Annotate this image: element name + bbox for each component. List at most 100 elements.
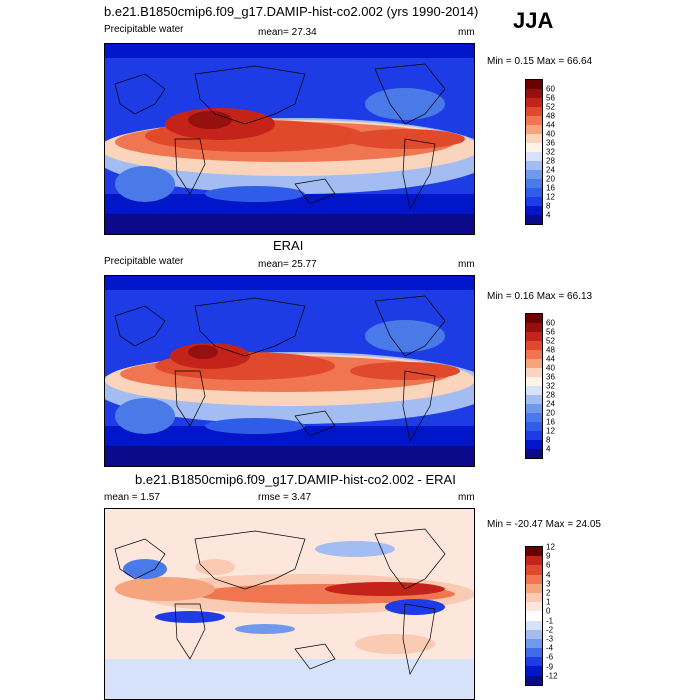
panel1-variable-label: Precipitable water xyxy=(104,24,184,35)
colorbar-swatch xyxy=(526,574,542,584)
panel3-title: b.e21.B1850cmip6.f09_g17.DAMIP-hist-co2.… xyxy=(135,472,456,487)
colorbar-swatch xyxy=(526,386,542,395)
colorbar-tick-label: 56 xyxy=(546,327,555,337)
colorbar-tick-label: 40 xyxy=(546,363,555,373)
colorbar-swatch xyxy=(526,314,542,323)
colorbar-swatch xyxy=(526,107,542,116)
colorbar-swatch xyxy=(526,565,542,575)
panel1-colorbar xyxy=(525,79,543,225)
colorbar-swatch xyxy=(526,323,542,332)
colorbar-swatch xyxy=(526,431,542,440)
colorbar-tick-label: -4 xyxy=(546,643,554,653)
colorbar-swatch xyxy=(526,675,542,685)
colorbar-tick-label: 28 xyxy=(546,156,555,166)
colorbar-swatch xyxy=(526,170,542,179)
colorbar-swatch xyxy=(526,143,542,152)
colorbar-swatch xyxy=(526,449,542,458)
colorbar-tick-label: 0 xyxy=(546,606,551,616)
colorbar-swatch xyxy=(526,556,542,566)
colorbar-tick-label: 9 xyxy=(546,551,551,561)
colorbar-swatch xyxy=(526,350,542,359)
colorbar-swatch xyxy=(526,657,542,667)
panel3-mean-label: mean = 1.57 xyxy=(104,492,160,503)
colorbar-swatch xyxy=(526,125,542,134)
panel2-title: ERAI xyxy=(273,238,304,253)
colorbar-swatch xyxy=(526,648,542,658)
colorbar-swatch xyxy=(526,583,542,593)
colorbar-swatch xyxy=(526,404,542,413)
colorbar-tick-label: 32 xyxy=(546,147,555,157)
colorbar-swatch xyxy=(526,368,542,377)
colorbar-tick-label: 2 xyxy=(546,588,551,598)
colorbar-swatch xyxy=(526,602,542,612)
colorbar-tick-label: 4 xyxy=(546,444,551,454)
colorbar-swatch xyxy=(526,638,542,649)
colorbar-swatch xyxy=(526,206,542,215)
colorbar-tick-label: 4 xyxy=(546,210,551,220)
colorbar-swatch xyxy=(526,179,542,188)
panel3-field xyxy=(105,509,474,699)
colorbar-tick-label: -12 xyxy=(546,671,558,681)
colorbar-tick-label: -6 xyxy=(546,652,554,662)
panel3-units-label: mm xyxy=(458,492,475,503)
colorbar-swatch xyxy=(526,134,542,143)
panel2-minmax-label: Min = 0.16 Max = 66.13 xyxy=(487,291,593,302)
colorbar-tick-label: 32 xyxy=(546,381,555,391)
colorbar-swatch xyxy=(526,629,542,639)
panel1-field xyxy=(105,44,474,234)
colorbar-tick-label: 3 xyxy=(546,579,551,589)
colorbar-swatch xyxy=(526,666,542,676)
colorbar-tick-label: -9 xyxy=(546,662,554,672)
season-label: JJA xyxy=(513,8,554,33)
colorbar-swatch xyxy=(526,215,542,224)
colorbar-tick-label: 12 xyxy=(546,542,555,552)
colorbar-swatch xyxy=(526,188,542,197)
panel1-mean-label: mean= 27.34 xyxy=(258,27,317,38)
colorbar-tick-label: 24 xyxy=(546,399,555,409)
colorbar-tick-label: 52 xyxy=(546,336,555,346)
colorbar-swatch xyxy=(526,377,542,386)
colorbar-tick-label: 44 xyxy=(546,120,555,130)
colorbar-swatch xyxy=(526,440,542,449)
colorbar-swatch xyxy=(526,116,542,125)
colorbar-tick-label: 36 xyxy=(546,138,555,148)
colorbar-tick-label: 20 xyxy=(546,174,555,184)
panel3-colorbar xyxy=(525,546,543,686)
colorbar-swatch xyxy=(526,413,542,422)
colorbar-swatch xyxy=(526,161,542,170)
colorbar-tick-label: 12 xyxy=(546,192,555,202)
panel1-minmax-label: Min = 0.15 Max = 66.64 xyxy=(487,56,593,67)
colorbar-tick-label: 1 xyxy=(546,597,551,607)
colorbar-swatch xyxy=(526,620,542,630)
colorbar-swatch xyxy=(526,422,542,431)
colorbar-tick-label: 48 xyxy=(546,345,555,355)
panel2-mean-label: mean= 25.77 xyxy=(258,259,317,270)
panel3-minmax-label: Min = -20.47 Max = 24.05 xyxy=(487,519,601,530)
colorbar-tick-label: 60 xyxy=(546,318,555,328)
panel2-variable-label: Precipitable water xyxy=(104,256,184,267)
colorbar-swatch xyxy=(526,80,542,89)
colorbar-tick-label: 12 xyxy=(546,426,555,436)
panel2-units-label: mm xyxy=(458,259,475,270)
colorbar-tick-label: 4 xyxy=(546,570,551,580)
colorbar-tick-label: 16 xyxy=(546,417,555,427)
panel2-map xyxy=(104,275,475,467)
colorbar-swatch xyxy=(526,341,542,350)
colorbar-tick-label: -3 xyxy=(546,634,554,644)
colorbar-tick-label: 8 xyxy=(546,201,551,211)
colorbar-swatch xyxy=(526,359,542,368)
panel1-map xyxy=(104,43,475,235)
colorbar-tick-label: 44 xyxy=(546,354,555,364)
colorbar-tick-label: 52 xyxy=(546,102,555,112)
colorbar-swatch xyxy=(526,152,542,161)
colorbar-swatch xyxy=(526,89,542,98)
colorbar-swatch xyxy=(526,592,542,603)
colorbar-tick-label: -1 xyxy=(546,616,554,626)
colorbar-tick-label: 20 xyxy=(546,408,555,418)
panel2-colorbar xyxy=(525,313,543,459)
colorbar-tick-label: 48 xyxy=(546,111,555,121)
colorbar-tick-label: 6 xyxy=(546,560,551,570)
colorbar-swatch xyxy=(526,197,542,206)
colorbar-tick-label: 40 xyxy=(546,129,555,139)
colorbar-swatch xyxy=(526,98,542,107)
